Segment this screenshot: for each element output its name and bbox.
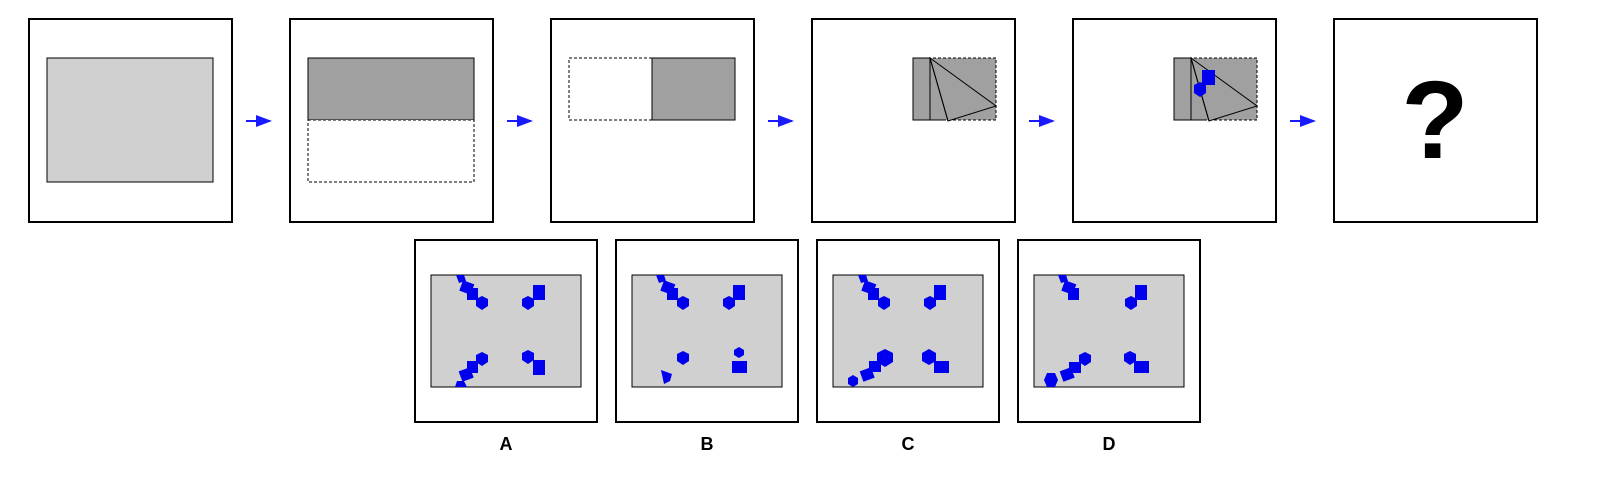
option-d-label[interactable]: D	[1102, 434, 1116, 454]
option-c-panel[interactable]	[816, 239, 1000, 423]
question-mark: ?	[1401, 59, 1468, 182]
panel-question: ?	[1333, 18, 1538, 223]
hexagon-hole	[1194, 82, 1206, 97]
panel-punch-holes	[1072, 18, 1277, 223]
option-a-label[interactable]: A	[499, 434, 513, 454]
option-c-label[interactable]: C	[901, 434, 915, 454]
panel-fold-left-to-right	[550, 18, 755, 223]
panel-fold-diagonal	[811, 18, 1016, 223]
option-b-label[interactable]: B	[700, 434, 714, 454]
panel-unfolded-paper	[28, 18, 233, 223]
square-hole	[1202, 70, 1215, 85]
option-d-panel[interactable]	[1017, 239, 1201, 423]
panel-fold-bottom-up	[289, 18, 494, 223]
option-a-panel[interactable]	[414, 239, 598, 423]
option-b-panel[interactable]	[615, 239, 799, 423]
